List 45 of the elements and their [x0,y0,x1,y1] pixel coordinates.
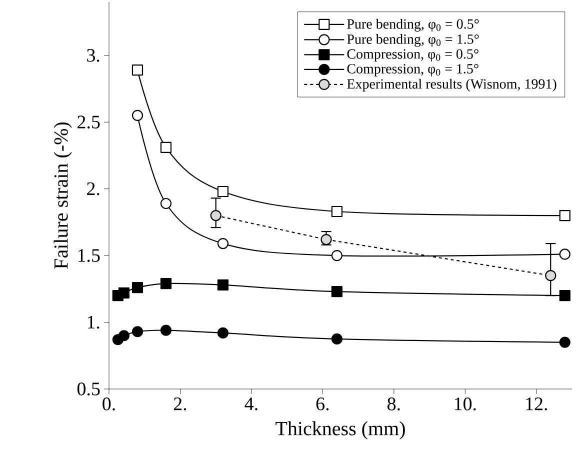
y-tick-label: 2. [87,182,100,196]
point [331,333,342,345]
x-tick-label: 8. [388,398,400,410]
y-tick-label: 1.5 [78,249,100,262]
legend-label: Pure bending, φ$_{0}$ = 1.5° [347,34,479,47]
point [217,186,229,198]
point [132,64,144,76]
point [545,270,556,282]
point [559,248,570,260]
point [132,326,144,338]
point [559,336,570,348]
point [217,279,229,290]
point [160,278,172,290]
point [210,210,222,222]
point [160,324,172,336]
y-tick-label: 0.5 [77,382,100,396]
legend-label: Experimental results (Wisnom, 1991) [347,78,556,92]
point [559,290,570,302]
point [331,286,342,298]
y-tick-label: 2.5 [78,116,100,129]
point [331,206,342,218]
point [118,330,130,342]
point [217,238,229,250]
x-tick-label: 10. [454,398,476,410]
x-axis-title: Thickness (mm) [276,421,405,440]
point [118,287,130,298]
legend-label: Compression, φ$_{0}$ = 1.5° [347,64,478,76]
point [217,327,229,339]
y-tick-label: 3. [87,48,100,62]
x-tick-label: 4. [244,398,258,410]
x-tick-label: 0. [102,398,115,410]
point [160,142,172,154]
point [559,210,570,222]
legend-label: Compression, φ$_{0}$ = 0.5° [347,49,478,62]
x-tick-label: 6. [316,398,329,410]
point [132,110,144,121]
x-tick-label: 12. [526,398,548,410]
point [132,282,144,294]
point [320,234,332,246]
x-tick-label: 2. [174,398,186,410]
point [331,250,342,262]
legend-label: Pure bending, φ$_{0}$ = 0.5° [347,18,479,32]
y-tick-label: 1. [88,316,100,329]
point [160,198,172,210]
y-axis-title: Failure strain (-%) [54,122,72,269]
